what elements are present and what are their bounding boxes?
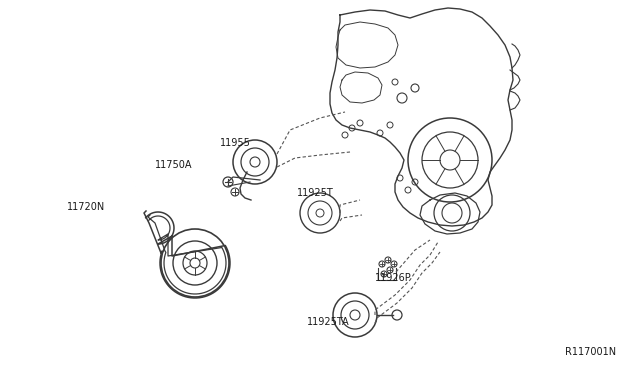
Text: 11750A: 11750A <box>155 160 193 170</box>
Text: 11926P: 11926P <box>375 273 412 283</box>
Text: 11955: 11955 <box>220 138 251 148</box>
Text: 11720N: 11720N <box>67 202 105 212</box>
Text: 11925T: 11925T <box>297 188 333 198</box>
Text: 11925TA: 11925TA <box>307 317 349 327</box>
Text: R117001N: R117001N <box>565 347 616 357</box>
